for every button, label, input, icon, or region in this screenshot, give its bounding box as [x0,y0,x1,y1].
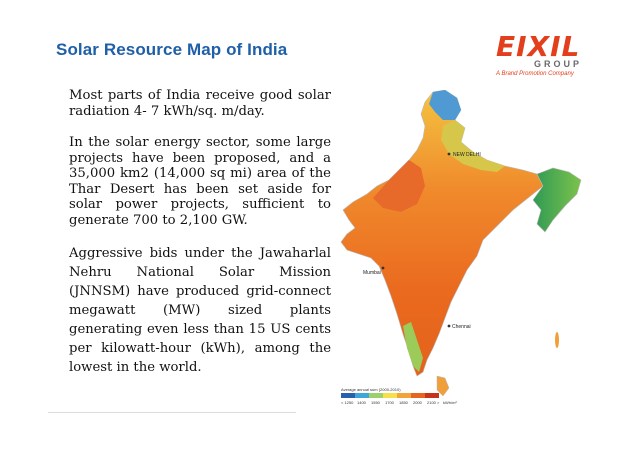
logo-tagline: A Brand Promotion Company [496,71,574,77]
city-marker [381,266,385,270]
footer-rule [48,412,296,413]
city-label-chennai: Chennai [452,324,471,330]
eixil-logo: EIXIL GROUP A Brand Promotion Company [496,32,588,84]
paragraph-jnnsm: Aggressive bids under the Jawaharlal Neh… [69,246,331,375]
legend-bar [341,393,439,398]
paragraph-thar-desert: In the solar energy sector, some large p… [69,135,331,228]
city-label-mumbai: Mumbai [363,270,381,276]
city-label-delhi: NEW DELHI [453,152,481,158]
slide-title: Solar Resource Map of India [56,40,288,59]
city-marker [447,324,451,328]
north-plains-region [441,120,505,172]
legend-tick: 1700 [385,400,395,405]
northeast-region [532,167,582,233]
legend-tick: 1400 [357,400,367,405]
city-marker [447,152,451,156]
andaman-islands [555,332,559,348]
legend-title: Average annual sum (2000-2010) [341,387,401,392]
body-text: Most parts of India receive good solar r… [69,88,331,393]
legend-tick: 2100 > [427,400,440,405]
legend-tick: 1550 [371,400,381,405]
india-mainland [340,89,544,377]
paragraph-radiation: Most parts of India receive good solar r… [69,88,331,119]
legend-tick: 1850 [399,400,409,405]
logo-group: GROUP [534,59,583,69]
logo-word: EIXIL [496,30,581,63]
thar-desert-region [373,160,425,212]
legend-tick: 2000 [413,400,423,405]
legend-tick: < 1250 [341,400,354,405]
sri-lanka [436,375,450,397]
himalaya-region [429,90,461,120]
solar-resource-map: NEW DELHI Mumbai Chennai Average annual … [337,89,587,406]
western-ghats-region [403,322,423,372]
legend-unit: kWh/m² [443,400,457,405]
india-map-svg: NEW DELHI Mumbai Chennai Average annual … [337,89,587,406]
